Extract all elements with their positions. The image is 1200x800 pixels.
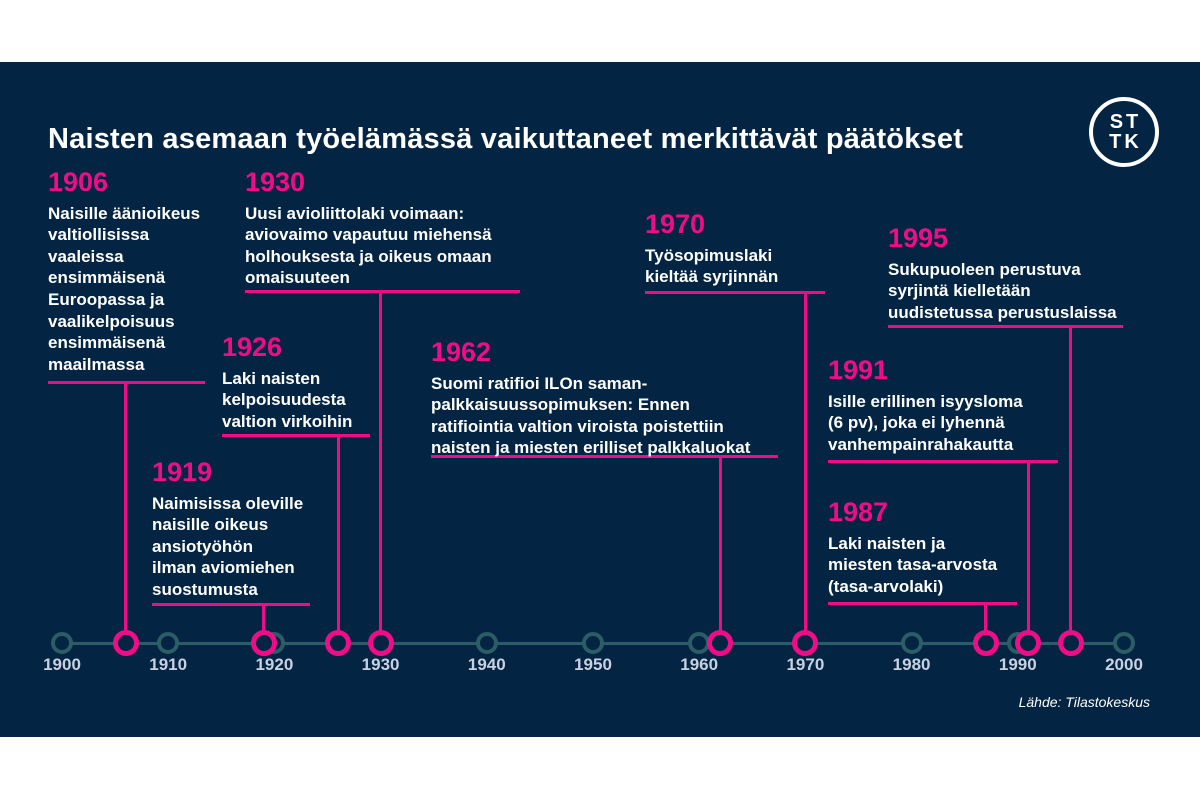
event-year: 1962 xyxy=(431,337,492,367)
event-connector-1970 xyxy=(803,294,807,643)
event-connector-1930 xyxy=(379,293,383,643)
timeline-label-1910: 1910 xyxy=(149,655,188,674)
event-text: Naisille äänioikeus valtiollisissa vaale… xyxy=(48,203,201,374)
event-1930: 1930 Uusi avioliittolaki voimaan: aviova… xyxy=(245,167,520,293)
event-connector-1919 xyxy=(262,606,266,643)
event-dot-1962 xyxy=(707,630,734,656)
event-1919: 1919 Naimisissa oleville naisille oikeus… xyxy=(152,457,310,606)
event-dot-1919 xyxy=(250,630,277,656)
event-1906: 1906 Naisille äänioikeus valtiollisissa … xyxy=(48,167,205,384)
sttk-logo-line2: TK xyxy=(1109,131,1142,153)
event-dot-1926 xyxy=(325,630,352,656)
event-connector-1926 xyxy=(336,437,340,643)
event-1926: 1926 Laki naisten kelpoisuudesta valtion… xyxy=(222,332,370,437)
event-year: 1991 xyxy=(828,355,889,385)
timeline-label-1970: 1970 xyxy=(786,655,825,674)
timeline-label-2000: 2000 xyxy=(1105,655,1143,674)
event-dot-1930 xyxy=(367,630,394,656)
timeline-dot-2000 xyxy=(1113,632,1135,654)
event-1962: 1962 Suomi ratifioi ILOn saman- palkkais… xyxy=(431,337,778,458)
timeline-dot-1910 xyxy=(157,632,180,654)
sttk-logo-line1: ST xyxy=(1109,111,1142,133)
event-text: Työsopimuslaki kieltää syrjinnän xyxy=(645,245,779,287)
timeline-dot-1940 xyxy=(475,632,498,654)
source-note: Lähde: Tilastokeskus xyxy=(1018,694,1150,710)
event-text: Isille erillinen isyysloma (6 pv), joka … xyxy=(828,391,1023,454)
timeline-label-1950: 1950 xyxy=(574,655,612,674)
event-connector-1962 xyxy=(718,458,722,643)
event-dot-1995 xyxy=(1057,630,1084,656)
event-dot-1906 xyxy=(112,630,139,656)
event-dot-1987 xyxy=(972,630,999,656)
sttk-logo-icon: ST TK xyxy=(1089,97,1159,167)
timeline-dot-1950 xyxy=(582,632,604,654)
event-connector-1991 xyxy=(1026,463,1030,643)
page-title: Naisten asemaan työelämässä vaikuttaneet… xyxy=(48,123,964,156)
timeline-dot-1900 xyxy=(51,632,73,654)
event-year: 1970 xyxy=(645,209,706,239)
event-text: Uusi avioliittolaki voimaan: aviovaimo v… xyxy=(245,203,492,288)
event-year: 1987 xyxy=(828,497,889,527)
event-year: 1919 xyxy=(152,457,213,487)
timeline-label-1990: 1990 xyxy=(998,655,1037,674)
event-text: Naimisissa oleville naisille oikeus ansi… xyxy=(152,493,304,599)
event-1970: 1970 Työsopimuslaki kieltää syrjinnän xyxy=(645,209,825,294)
event-text: Sukupuoleen perustuva syrjintä kielletää… xyxy=(888,259,1117,322)
timeline-label-1920: 1920 xyxy=(255,655,294,674)
event-1995: 1995 Sukupuoleen perustuva syrjintä kiel… xyxy=(888,223,1123,328)
timeline-label-1900: 1900 xyxy=(43,655,81,674)
event-year: 1926 xyxy=(222,332,283,362)
event-text: Laki naisten kelpoisuudesta valtion virk… xyxy=(222,368,353,431)
infographic-canvas: Naisten asemaan työelämässä vaikuttaneet… xyxy=(0,62,1200,737)
event-year: 1995 xyxy=(888,223,949,253)
event-1987: 1987 Laki naisten ja miesten tasa-arvost… xyxy=(828,497,1017,605)
event-connector-1906 xyxy=(124,384,128,643)
event-dot-1991 xyxy=(1015,630,1042,656)
event-year: 1906 xyxy=(48,167,109,197)
event-text: Suomi ratifioi ILOn saman- palkkaisuusso… xyxy=(431,373,751,458)
timeline-label-1980: 1980 xyxy=(892,655,931,674)
event-connector-1987 xyxy=(984,605,988,643)
timeline-label-1930: 1930 xyxy=(361,655,400,674)
timeline-label-1940: 1940 xyxy=(467,655,506,674)
event-connector-1995 xyxy=(1069,328,1073,643)
event-1991: 1991 Isille erillinen isyysloma (6 pv), … xyxy=(828,355,1058,463)
event-year: 1930 xyxy=(245,167,306,197)
event-dot-1970 xyxy=(792,630,819,656)
timeline-label-1960: 1960 xyxy=(680,655,719,674)
timeline-dot-1980 xyxy=(900,632,923,654)
event-text: Laki naisten ja miesten tasa-arvosta (ta… xyxy=(828,533,998,596)
